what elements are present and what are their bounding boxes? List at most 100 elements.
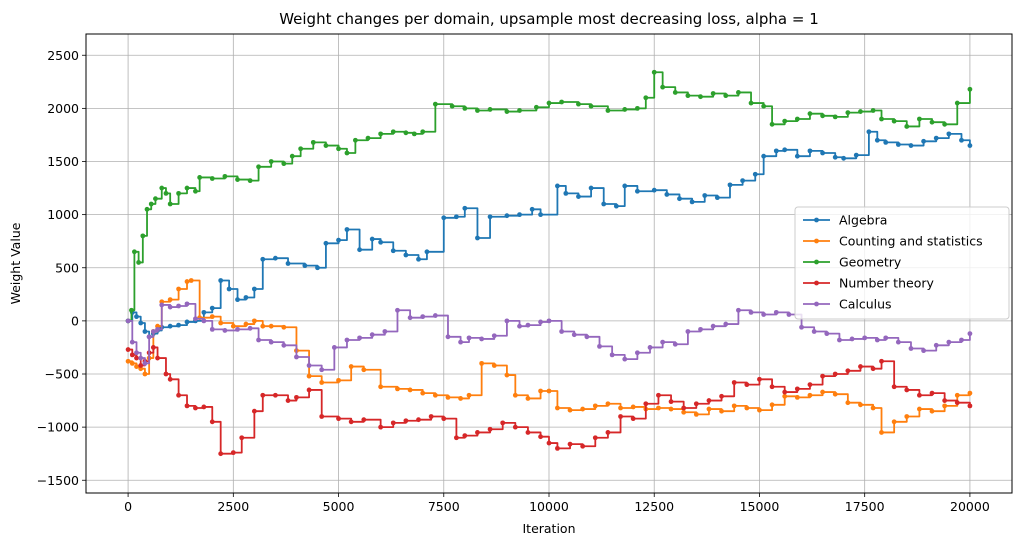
data-point-algebra [462, 205, 468, 211]
data-point-algebra [315, 265, 320, 271]
data-point-algebra [782, 147, 788, 153]
data-point-counting-and-statistics [458, 396, 464, 401]
data-point-geometry [136, 260, 142, 265]
data-point-number-theory [487, 426, 493, 432]
data-point-calculus [571, 332, 577, 338]
data-point-calculus [634, 350, 640, 356]
data-point-calculus [736, 307, 741, 313]
data-point-number-theory [967, 403, 973, 409]
data-point-counting-and-statistics [929, 408, 935, 414]
data-point-counting-and-statistics [188, 278, 194, 283]
data-point-counting-and-statistics [395, 386, 400, 392]
data-point-geometry [462, 105, 468, 111]
data-point-geometry [576, 101, 581, 107]
data-point-counting-and-statistics [870, 405, 876, 411]
legend-marker-algebra [814, 217, 819, 223]
data-point-algebra [243, 295, 249, 300]
data-point-algebra [967, 143, 973, 148]
data-point-number-theory [538, 434, 543, 440]
data-point-calculus [420, 314, 426, 320]
data-point-algebra [677, 196, 682, 202]
data-point-counting-and-statistics [378, 384, 384, 390]
x-tick-label: 15000 [740, 499, 780, 514]
data-point-calculus [647, 345, 653, 350]
data-point-counting-and-statistics [567, 407, 573, 413]
data-point-calculus [235, 326, 240, 332]
data-point-algebra [959, 137, 964, 143]
data-point-algebra [357, 247, 362, 253]
data-point-algebra [475, 235, 480, 241]
data-point-number-theory [954, 400, 960, 406]
data-point-number-theory [319, 414, 325, 419]
data-point-geometry [235, 177, 240, 182]
data-point-number-theory [462, 433, 468, 439]
data-point-algebra [946, 131, 952, 137]
data-point-geometry [761, 103, 767, 109]
data-point-geometry [622, 107, 628, 112]
data-point-geometry [209, 176, 215, 181]
data-point-counting-and-statistics [845, 400, 851, 406]
data-point-geometry [281, 161, 287, 167]
data-point-number-theory [184, 403, 190, 409]
data-point-geometry [289, 153, 295, 159]
data-point-counting-and-statistics [782, 393, 788, 399]
data-point-calculus [584, 334, 590, 340]
data-point-algebra [167, 323, 173, 329]
y-tick-label: 1000 [47, 207, 79, 222]
data-point-geometry [378, 131, 384, 137]
ticks-layer: 0 2500 5000 7500 10000 12500 15000 17500 20000−1… [37, 48, 990, 514]
data-point-calculus [395, 307, 400, 313]
data-point-calculus [209, 326, 215, 332]
data-point-geometry [411, 131, 417, 137]
data-point-algebra [588, 185, 594, 191]
data-point-calculus [184, 301, 190, 307]
data-point-geometry [167, 201, 173, 207]
data-point-geometry [672, 90, 678, 95]
data-point-geometry [268, 159, 274, 164]
data-point-algebra [273, 255, 278, 261]
data-point-algebra [773, 148, 779, 154]
data-point-geometry [184, 185, 190, 191]
data-point-number-theory [390, 420, 396, 426]
data-point-number-theory [942, 398, 948, 403]
data-point-algebra [613, 203, 619, 209]
data-point-geometry [323, 143, 329, 148]
y-tick-label: −1500 [37, 473, 79, 488]
data-point-number-theory [163, 371, 169, 377]
legend-label-calculus: Calculus [839, 297, 892, 312]
data-point-algebra [727, 182, 733, 188]
data-point-geometry [390, 129, 396, 135]
data-point-geometry [748, 100, 754, 106]
data-point-algebra [138, 320, 144, 326]
y-tick-label: 2500 [47, 48, 79, 63]
data-point-algebra [761, 153, 767, 159]
data-point-geometry [352, 137, 358, 143]
data-point-counting-and-statistics [466, 392, 472, 398]
data-point-algebra [403, 252, 409, 258]
data-point-calculus [491, 333, 497, 339]
data-point-counting-and-statistics [731, 403, 737, 409]
data-point-algebra [424, 249, 430, 255]
data-point-algebra [529, 206, 535, 212]
data-point-geometry [588, 103, 594, 109]
data-point-number-theory [580, 443, 586, 449]
data-point-calculus [748, 309, 754, 315]
data-point-geometry [336, 146, 341, 152]
data-point-counting-and-statistics [719, 408, 724, 414]
data-point-calculus [883, 335, 889, 341]
data-point-calculus [824, 331, 830, 337]
y-tick-label: −1000 [37, 420, 79, 435]
data-point-number-theory [176, 392, 182, 398]
data-point-counting-and-statistics [491, 363, 497, 368]
data-point-calculus [546, 318, 552, 324]
data-point-algebra [441, 215, 447, 221]
data-point-counting-and-statistics [656, 405, 661, 411]
data-point-counting-and-statistics [668, 406, 674, 412]
data-point-geometry [159, 185, 165, 191]
data-point-geometry [891, 118, 897, 124]
data-point-number-theory [348, 419, 354, 425]
y-tick-label: 1500 [47, 154, 79, 169]
data-point-counting-and-statistics [954, 392, 960, 398]
data-point-number-theory [630, 416, 636, 422]
x-tick-label: 7500 [428, 499, 460, 514]
